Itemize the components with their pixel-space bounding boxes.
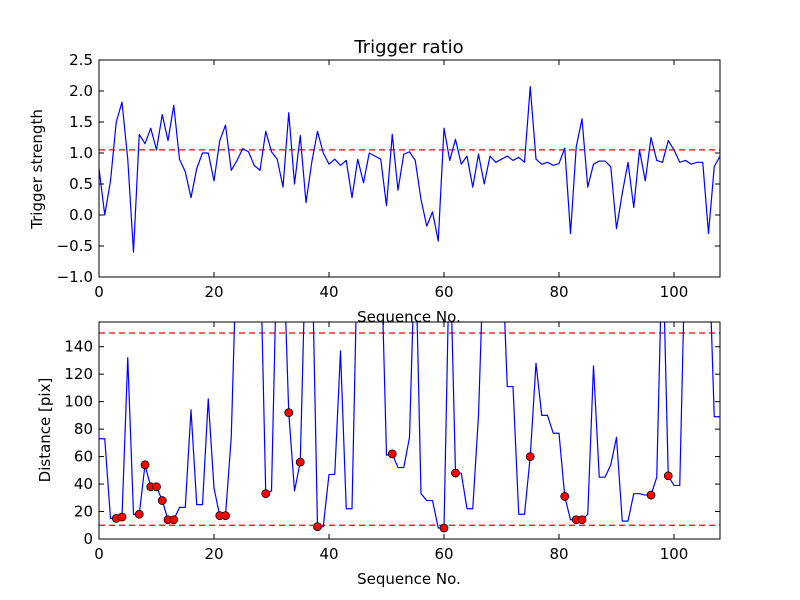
marker-point (157, 496, 167, 505)
y-tick-label: 120 (64, 365, 93, 383)
y-tick-label: −0.5 (57, 237, 93, 255)
trigger-strength-line (99, 86, 720, 253)
marker-point (663, 471, 673, 481)
marker-point (295, 457, 305, 467)
axes-frame (98, 321, 721, 540)
y-tick-label: 2.5 (69, 51, 93, 69)
y-tick-label: 100 (64, 393, 93, 411)
marker-point (284, 408, 294, 418)
y-axis-label: Trigger strength (28, 109, 46, 230)
y-tick-label: 60 (74, 448, 93, 466)
x-tick-label: 60 (434, 545, 453, 563)
distance-plot: Sequence No. Distance [pix] 0 20 40 60 80 100… (36, 321, 721, 588)
marker-point (313, 522, 322, 532)
axes-frame (98, 59, 721, 278)
trigger-ratio-plot: Trigger ratio Sequence No. Trigger stren… (28, 37, 721, 326)
x-tick-label: 80 (549, 283, 568, 301)
x-tick-label: 20 (204, 283, 223, 301)
x-tick-label: 100 (660, 283, 689, 301)
marker-point (140, 460, 150, 470)
y-tick-label: 0.0 (69, 206, 93, 224)
y-tick-label: 140 (64, 338, 93, 356)
y-tick-label: 0.5 (69, 175, 93, 193)
y-tick-label: 20 (74, 503, 93, 521)
marker-point (387, 449, 397, 459)
marker-point (525, 452, 535, 461)
marker-point (134, 509, 144, 519)
x-tick-label: 40 (319, 283, 338, 301)
y-tick-label: 1.0 (69, 144, 93, 162)
x-tick-label: 0 (94, 545, 104, 563)
marker-point (169, 515, 179, 525)
x-tick-label: 0 (94, 283, 104, 301)
y-tick-label: 0 (83, 530, 93, 548)
y-tick-label: 80 (74, 420, 93, 438)
y-tick-label: 40 (74, 475, 93, 493)
marker-point (152, 482, 161, 492)
marker-point (560, 492, 570, 501)
x-axis-label: Sequence No. (357, 308, 461, 326)
plot-title: Trigger ratio (353, 37, 463, 58)
y-tick-label: −1.0 (57, 268, 93, 286)
y-tick-label: 2.0 (69, 82, 93, 100)
x-axis-label: Sequence No. (357, 570, 461, 588)
marker-point (117, 512, 127, 522)
marker-point (261, 489, 271, 499)
x-tick-label: 100 (660, 545, 689, 563)
marker-point (646, 490, 656, 500)
y-axis-label: Distance [pix] (36, 378, 54, 483)
distance-line (99, 322, 720, 529)
y-tick-label: 1.5 (69, 113, 93, 131)
marker-point (577, 515, 587, 525)
x-tick-label: 20 (204, 545, 223, 563)
x-tick-label: 60 (434, 283, 453, 301)
marker-point (221, 511, 230, 521)
x-tick-label: 80 (549, 545, 568, 563)
marker-point (439, 523, 449, 533)
marker-point (451, 468, 460, 478)
x-tick-label: 40 (319, 545, 338, 563)
